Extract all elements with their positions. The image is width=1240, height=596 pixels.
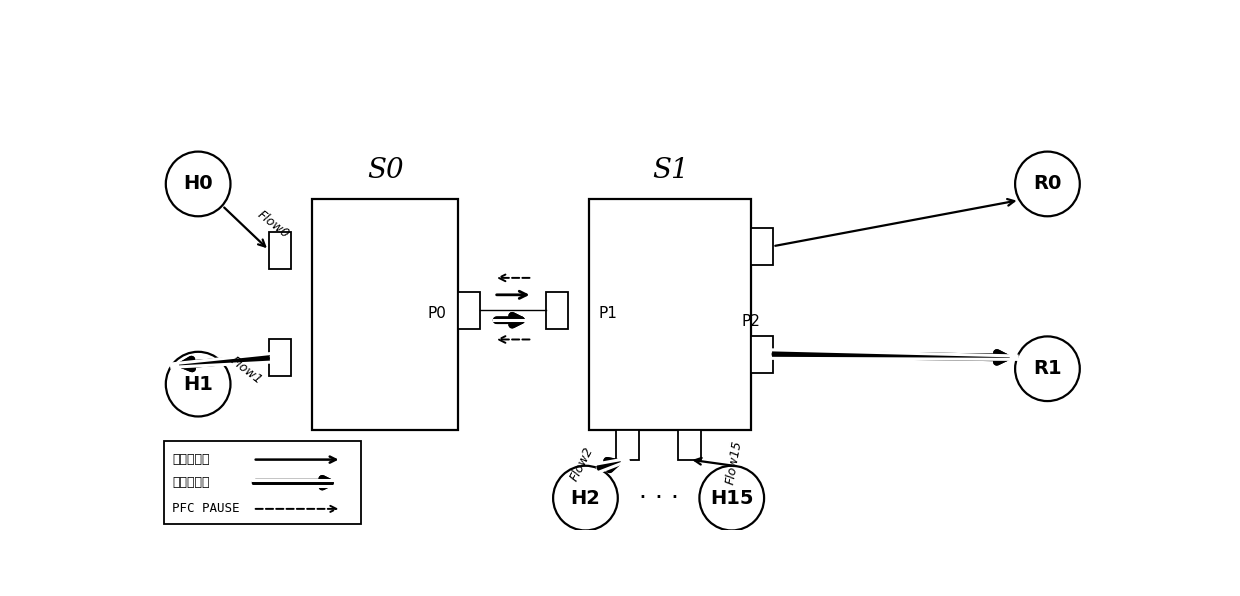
Text: H1: H1 [184, 375, 213, 393]
Circle shape [166, 352, 231, 417]
Text: PFC PAUSE: PFC PAUSE [172, 502, 239, 516]
Text: 拥塞无关流: 拥塞无关流 [172, 453, 210, 466]
Bar [616, 430, 640, 460]
Bar [312, 199, 459, 430]
Text: H0: H0 [184, 175, 213, 194]
Circle shape [553, 465, 618, 530]
Bar [751, 336, 773, 372]
Bar [546, 291, 568, 329]
Text: P2: P2 [742, 313, 760, 328]
Circle shape [699, 465, 764, 530]
Text: R0: R0 [1033, 175, 1061, 194]
Text: Flow1: Flow1 [228, 355, 265, 387]
Bar [164, 441, 361, 524]
Text: 拥塞相关流: 拥塞相关流 [172, 476, 210, 489]
Text: H15: H15 [711, 489, 754, 508]
Bar [589, 199, 751, 430]
Text: P0: P0 [428, 306, 446, 321]
Bar [459, 291, 480, 329]
Text: S1: S1 [652, 157, 688, 184]
Bar [751, 228, 773, 265]
Bar [269, 232, 290, 269]
Circle shape [166, 151, 231, 216]
Bar [678, 430, 701, 460]
Text: R1: R1 [1033, 359, 1061, 378]
Text: S0: S0 [367, 157, 403, 184]
Text: · · ·: · · · [639, 486, 678, 510]
Text: Flow15: Flow15 [723, 440, 744, 486]
Text: Flow2: Flow2 [568, 445, 595, 483]
Text: Flow0: Flow0 [254, 207, 291, 240]
Bar [269, 340, 290, 377]
Circle shape [1016, 151, 1080, 216]
Circle shape [1016, 336, 1080, 401]
Text: P1: P1 [599, 306, 618, 321]
Text: H2: H2 [570, 489, 600, 508]
